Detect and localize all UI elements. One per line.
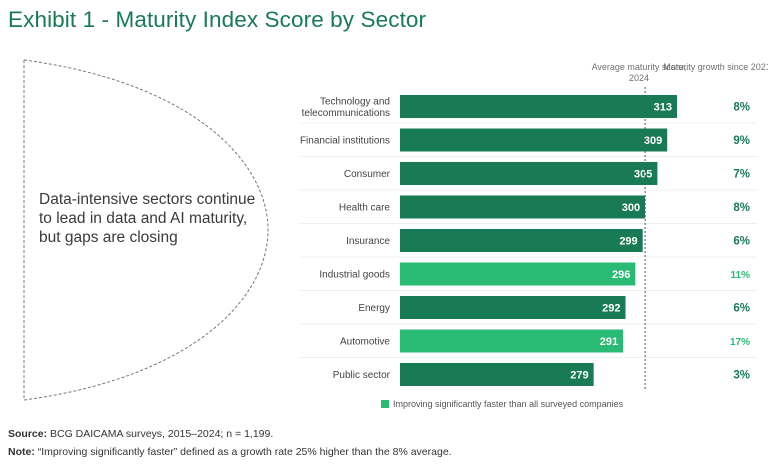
growth-value: 6% [733, 303, 750, 315]
category-label: telecommunications [302, 108, 390, 119]
growth-value: 8% [733, 102, 750, 114]
callout-text: Data-intensive sectors continue to lead … [39, 191, 256, 246]
bar [400, 329, 624, 353]
source-text: BCG DAICAMA surveys, 2015–2024; n = 1,19… [47, 428, 274, 440]
bar-value-label: 313 [654, 102, 672, 114]
growth-value: 8% [733, 202, 750, 214]
bar [400, 195, 646, 219]
legend-label: Improving significantly faster than all … [393, 399, 624, 409]
category-label: Technology and [320, 96, 390, 107]
category-label: Automotive [340, 337, 390, 348]
category-label: Health care [339, 203, 391, 214]
footnote: Note: “Improving significantly faster” d… [8, 446, 452, 458]
growth-value: 7% [733, 169, 750, 181]
bar [400, 262, 636, 286]
source-label: Source: [8, 428, 48, 440]
note-text: “Improving significantly faster” defined… [34, 446, 452, 458]
page-title: Exhibit 1 - Maturity Index Score by Sect… [8, 7, 427, 32]
score-column-header: Average maturity score, 2024 [591, 62, 687, 83]
bar [400, 229, 643, 252]
category-label: Consumer [344, 169, 391, 180]
growth-value: 11% [731, 270, 751, 281]
category-label: Insurance [346, 236, 390, 247]
bar-value-label: 296 [612, 269, 630, 281]
legend-swatch [381, 400, 389, 408]
note-label: Note: [8, 446, 35, 458]
bar-value-label: 292 [602, 303, 620, 315]
bar-value-label: 291 [600, 336, 618, 348]
bar-value-label: 279 [570, 370, 588, 382]
chart-legend: Improving significantly faster than all … [381, 399, 623, 409]
bar-value-label: 305 [634, 169, 652, 181]
category-label: Industrial goods [319, 270, 390, 281]
growth-value: 3% [733, 370, 750, 382]
bar-value-label: 309 [644, 135, 662, 147]
growth-value: 6% [733, 236, 750, 248]
category-label: Financial institutions [300, 136, 390, 147]
growth-value: 17% [730, 337, 750, 348]
source-note: Source: BCG DAICAMA surveys, 2015–2024; … [8, 428, 273, 440]
bar-value-label: 300 [622, 202, 640, 214]
category-label: Energy [358, 303, 390, 314]
category-label: Public sector [333, 370, 391, 381]
bar [400, 363, 594, 386]
bar [400, 162, 658, 185]
bar [400, 128, 668, 152]
bar-value-label: 299 [619, 236, 637, 248]
bar [400, 95, 677, 118]
bar [400, 296, 626, 319]
growth-value: 9% [733, 135, 750, 147]
growth-column-header: Maturity growth since 2021 [663, 62, 768, 72]
